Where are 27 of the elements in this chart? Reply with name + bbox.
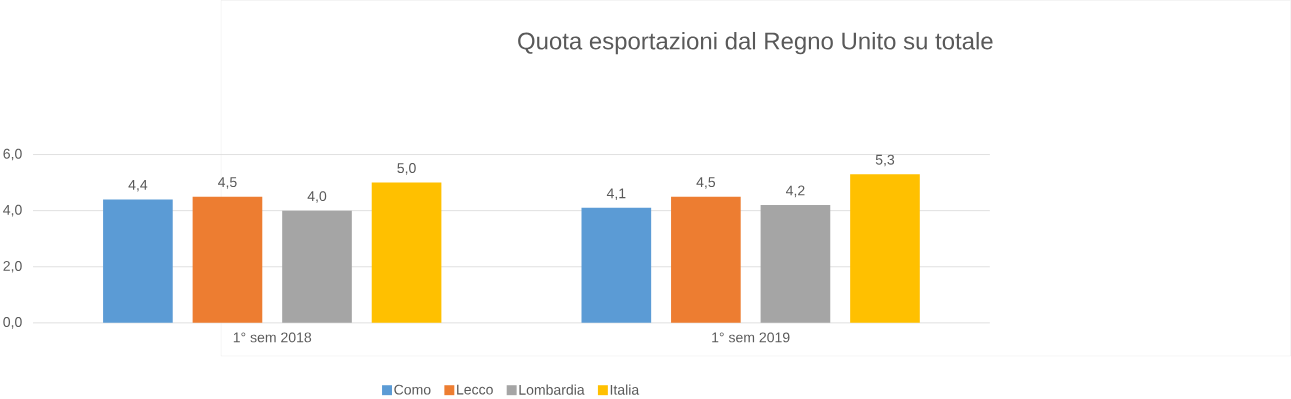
bar bbox=[581, 207, 652, 323]
y-tick-label: 2,0 bbox=[3, 260, 22, 273]
bar bbox=[371, 182, 442, 323]
data-label: 5,0 bbox=[397, 163, 416, 175]
y-tick-label: 6,0 bbox=[3, 148, 22, 161]
data-label: 4,0 bbox=[307, 191, 327, 203]
x-tick-label: 1° sem 2019 bbox=[712, 332, 790, 343]
data-label: 4,5 bbox=[696, 177, 716, 189]
legend-label: Lecco bbox=[457, 384, 493, 395]
y-tick-label: 0,0 bbox=[3, 316, 22, 329]
bar bbox=[103, 199, 173, 323]
data-label: 4,5 bbox=[218, 177, 237, 189]
chart-title: Quota esportazioni dal Regno Unito su totale bbox=[518, 31, 993, 55]
x-tick-label: 1° sem 2018 bbox=[233, 332, 312, 343]
bar bbox=[192, 196, 263, 323]
bar bbox=[671, 196, 741, 323]
data-label: 5,3 bbox=[875, 154, 895, 167]
data-label: 4,4 bbox=[128, 179, 148, 192]
bar bbox=[282, 210, 352, 323]
legend-label: Lombardia bbox=[519, 384, 585, 395]
legend-label: Italia bbox=[610, 384, 640, 395]
legend-label: Como bbox=[394, 384, 431, 395]
bar bbox=[760, 204, 831, 323]
data-label: 4,1 bbox=[606, 188, 626, 200]
y-tick-label: 4,0 bbox=[3, 204, 22, 217]
data-label: 4,2 bbox=[785, 185, 805, 198]
bar bbox=[850, 174, 920, 323]
